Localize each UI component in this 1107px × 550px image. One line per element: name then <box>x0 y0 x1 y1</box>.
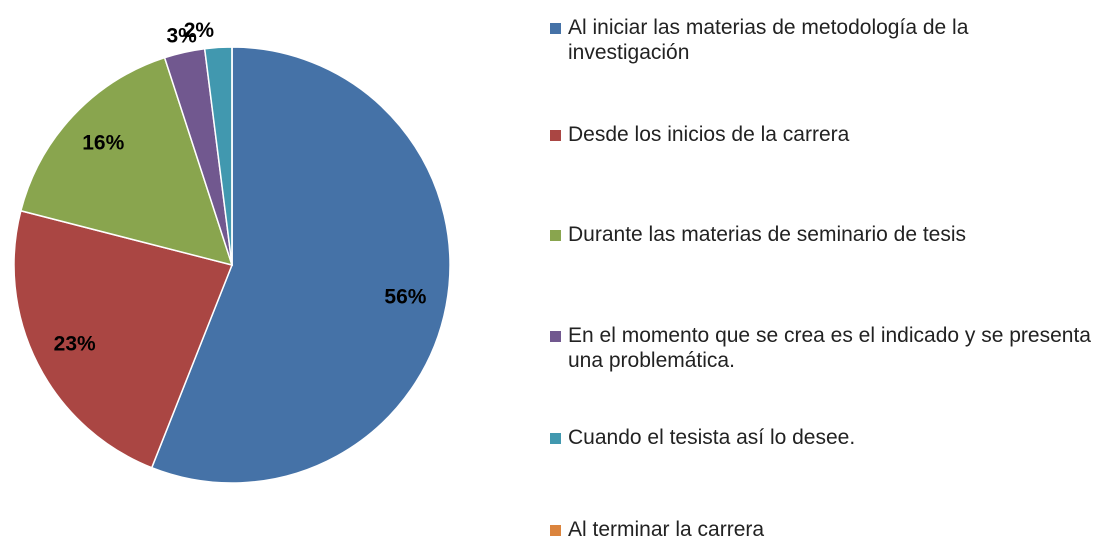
legend-swatch <box>550 23 561 34</box>
legend-item: Desde los inicios de la carrera <box>548 122 1093 147</box>
legend-swatch <box>550 130 561 141</box>
legend-label: Al iniciar las materias de metodología d… <box>568 16 969 64</box>
legend-item: Al terminar la carrera <box>548 517 1093 542</box>
legend-swatch <box>550 433 561 444</box>
data-label: 56% <box>384 286 426 309</box>
legend-item: En el momento que se crea es el indicado… <box>548 323 1093 373</box>
data-label: 2% <box>184 19 215 42</box>
legend-label: Durante las materias de seminario de tes… <box>568 223 967 246</box>
legend-label: Cuando el tesista así lo desee. <box>568 426 856 449</box>
pie-slice <box>19 56 234 267</box>
legend-label: En el momento que se crea es el indicado… <box>568 324 1091 372</box>
data-label: 23% <box>54 333 96 356</box>
legend-swatch <box>550 525 561 536</box>
data-label: 3% <box>167 25 198 48</box>
pie-slice <box>150 46 451 484</box>
legend-item: Durante las materias de seminario de tes… <box>548 222 1093 247</box>
pie-area: 56% 23% 16% 3%2% <box>13 19 451 484</box>
legend-item: Al iniciar las materias de metodología d… <box>548 15 1093 65</box>
legend-swatch <box>550 230 561 241</box>
pie-slice <box>13 209 234 469</box>
legend-label: Desde los inicios de la carrera <box>568 123 850 146</box>
legend-label: Al terminar la carrera <box>568 518 765 541</box>
legend-swatch <box>550 331 561 342</box>
legend-item: Cuando el tesista así lo desee. <box>548 425 1093 450</box>
data-label: 16% <box>82 132 124 155</box>
legend: Al iniciar las materias de metodología d… <box>548 0 1107 550</box>
